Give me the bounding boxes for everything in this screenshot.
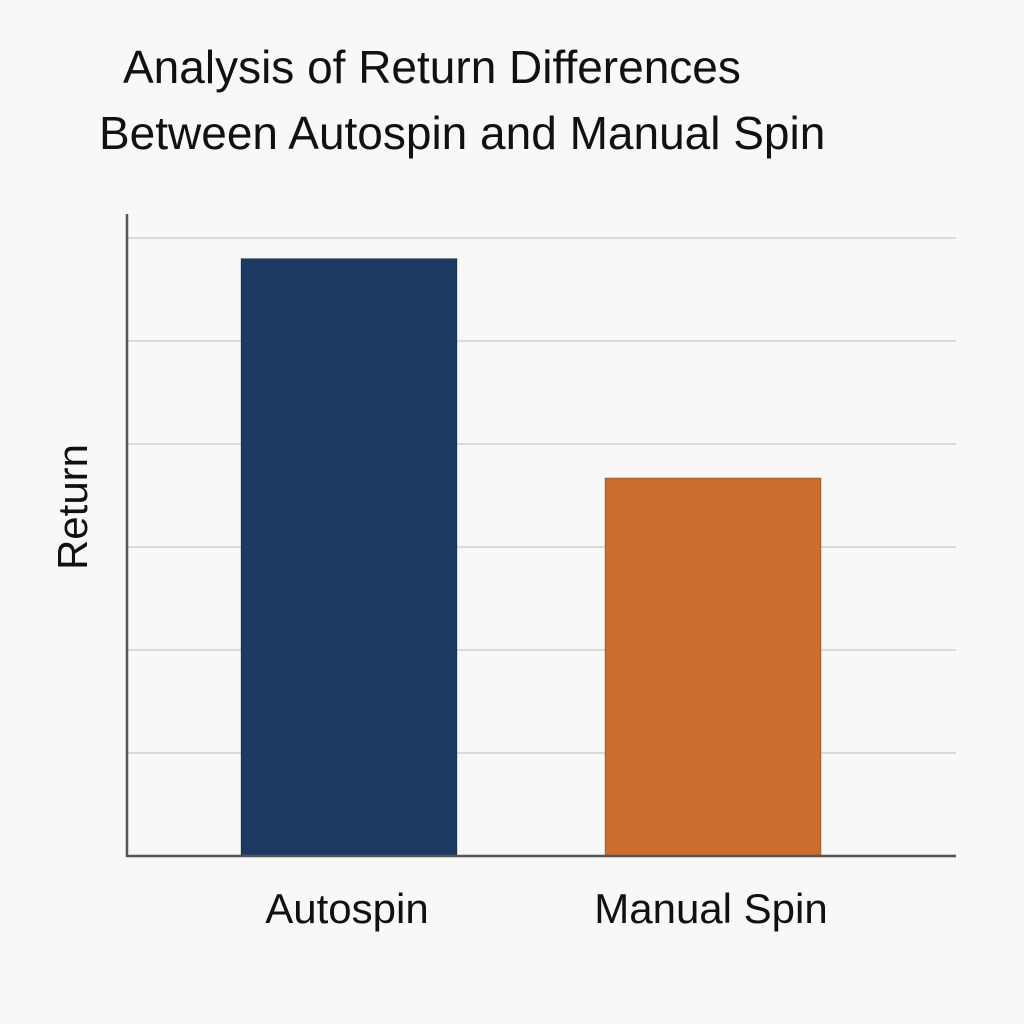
chart-title-line-1: Analysis of Return Differences xyxy=(123,41,741,93)
y-axis-title: Return xyxy=(49,444,96,570)
bar-autospin xyxy=(240,258,458,857)
chart-title-line-2: Between Autospin and Manual Spin xyxy=(99,107,826,159)
bar-manual-spin xyxy=(604,477,822,857)
x-tick-label-autospin: Autospin xyxy=(265,885,428,932)
bars xyxy=(240,258,822,857)
x-tick-labels: Autospin Manual Spin xyxy=(265,885,827,932)
x-tick-label-manual-spin: Manual Spin xyxy=(594,885,827,932)
